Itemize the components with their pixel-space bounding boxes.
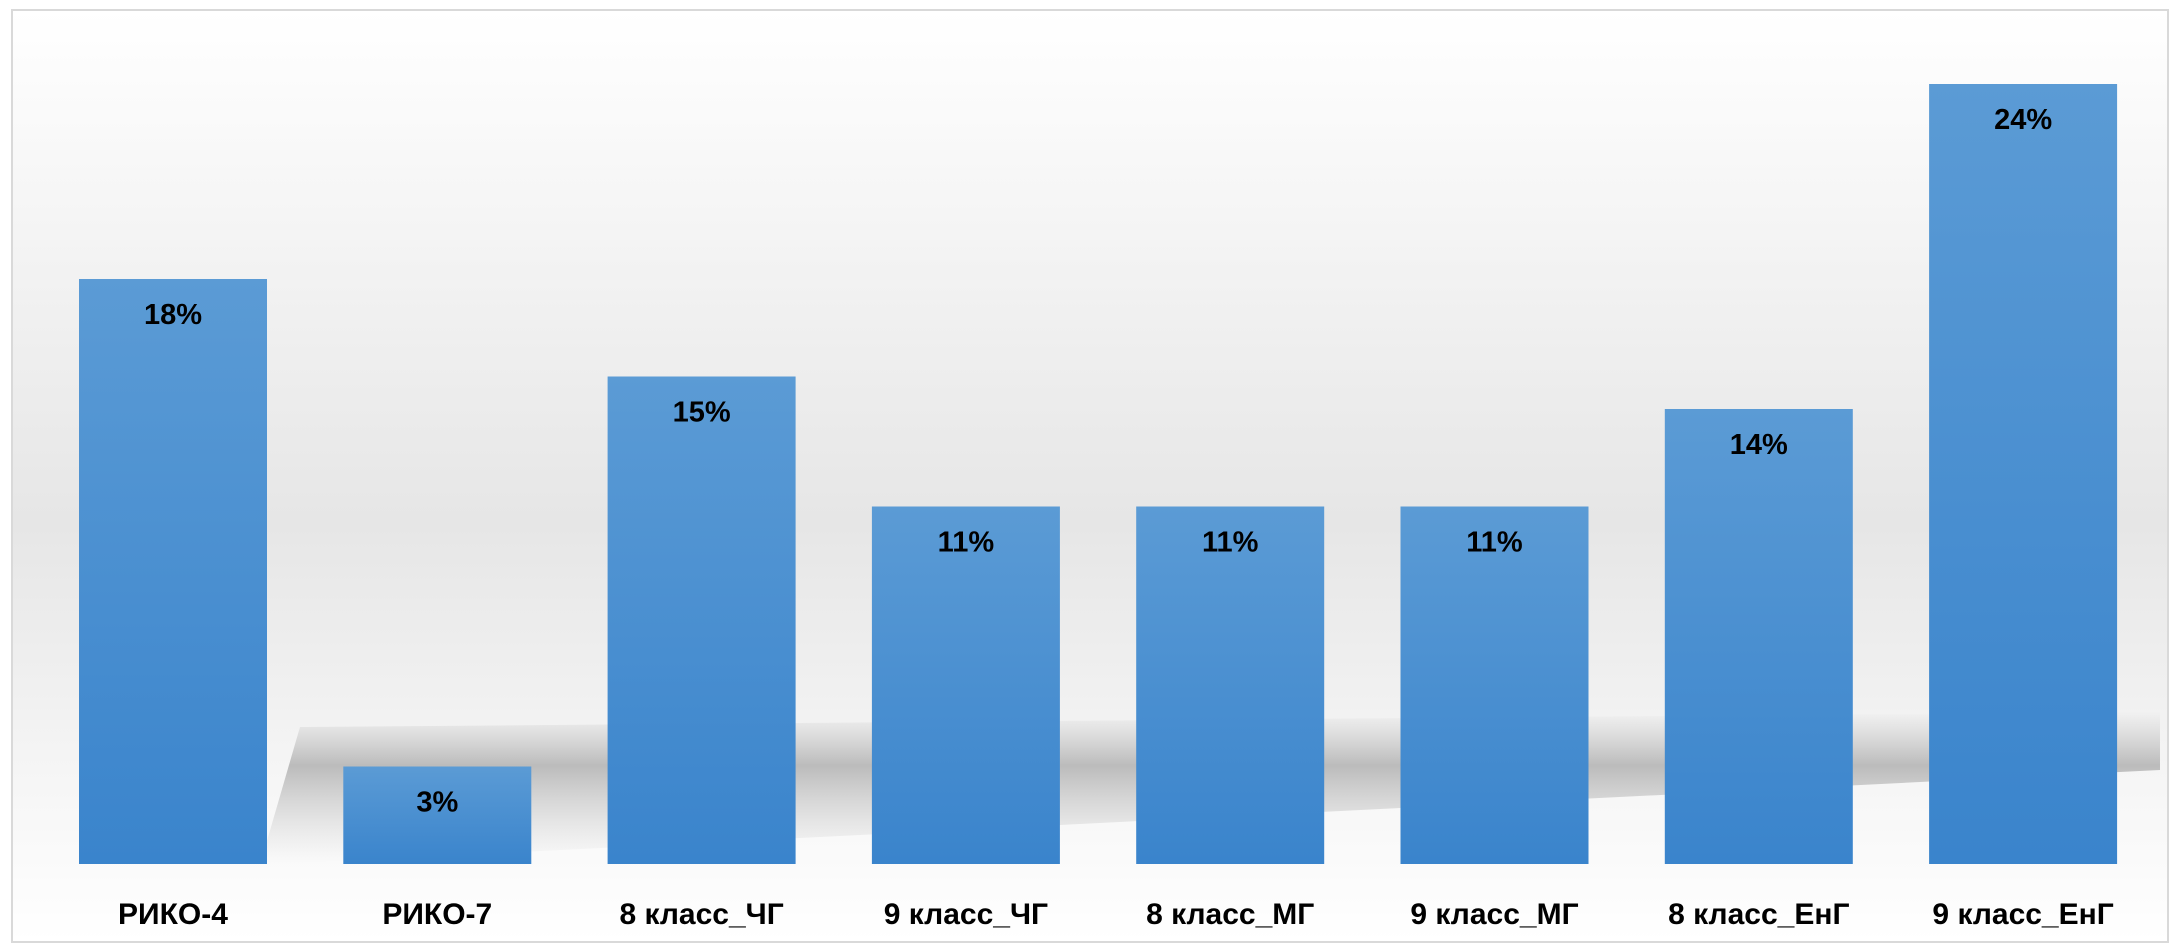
bar <box>871 506 1060 864</box>
data-label: 15% <box>673 397 731 429</box>
data-label: 11% <box>1202 527 1259 559</box>
x-tick-label: 8 класс_ЕнГ <box>1668 898 1849 931</box>
bar <box>79 279 267 864</box>
bar <box>607 376 796 864</box>
data-label: 24% <box>1994 104 2052 136</box>
x-tick-label: РИКО-4 <box>118 898 228 931</box>
x-tick-label: 8 класс_ЧГ <box>619 898 783 931</box>
bar <box>1400 506 1589 864</box>
bar <box>343 766 532 864</box>
data-label: 3% <box>416 787 458 819</box>
x-tick-labels: РИКО-4 РИКО-7 8 класс_ЧГ 9 класс_ЧГ 8 класс_… <box>118 898 2114 931</box>
bar <box>1136 506 1325 864</box>
x-tick-label: 9 класс_МГ <box>1410 898 1578 931</box>
bar <box>1929 84 2118 864</box>
data-labels: 18% 3% 15% 11% 11% 11% 14% 24% <box>144 104 2052 819</box>
x-tick-label: 9 класс_ЕнГ <box>1932 898 2113 931</box>
x-tick-label: 8 класс_МГ <box>1146 898 1314 931</box>
data-label: 11% <box>1466 527 1523 559</box>
data-label: 11% <box>938 527 995 559</box>
data-label: 18% <box>144 299 202 331</box>
bars <box>79 84 2118 864</box>
x-tick-label: РИКО-7 <box>382 898 492 931</box>
bar <box>1664 409 1853 864</box>
data-label: 14% <box>1730 429 1788 461</box>
x-tick-label: 9 класс_ЧГ <box>884 898 1048 931</box>
